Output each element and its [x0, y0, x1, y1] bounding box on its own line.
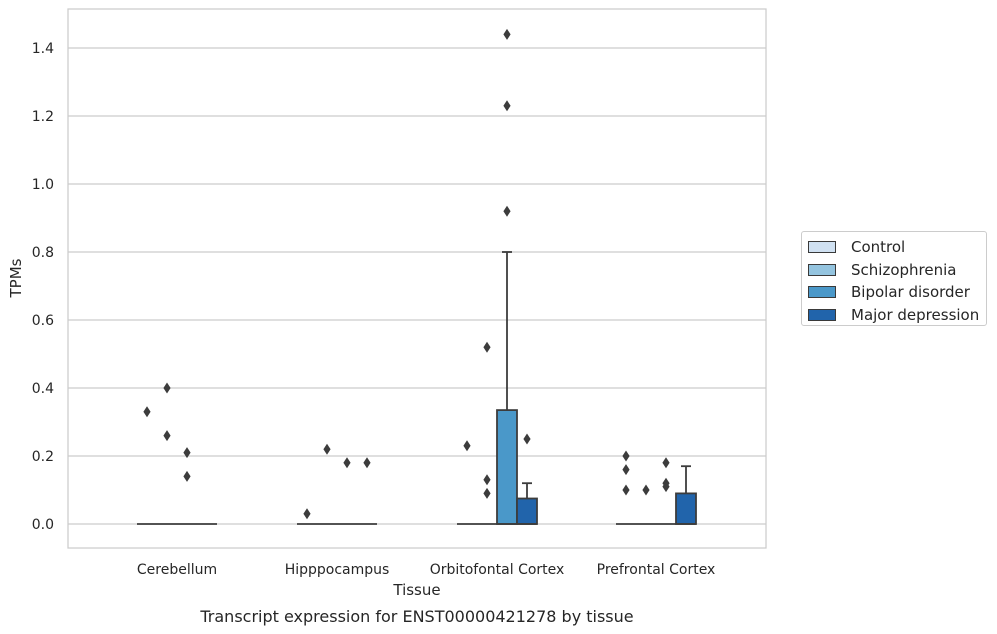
outlier-point: [503, 100, 511, 112]
x-tick-label: Cerebellum: [137, 562, 217, 578]
legend-swatch: [808, 241, 836, 254]
outlier-point: [163, 382, 171, 394]
outlier-point: [183, 470, 191, 482]
outlier-point: [503, 205, 511, 217]
legend: Control Schizophrenia Bipolar disorder Majo…: [801, 231, 987, 326]
x-tick-label: Prefrontal Cortex: [597, 562, 716, 578]
box-schizophrenia: [477, 341, 497, 525]
outlier-point: [622, 450, 630, 462]
box-major-depression: [675, 465, 697, 525]
y-tick-label: 1.2: [32, 109, 54, 125]
legend-swatch: [808, 286, 836, 299]
outlier-point: [662, 481, 670, 493]
box-bipolar-disorder: [337, 457, 357, 525]
x-tick-label: Orbitofontal Cortex: [430, 562, 565, 578]
legend-item: Bipolar disorder: [808, 281, 986, 304]
y-tick-label: 1.4: [32, 41, 54, 57]
outlier-point: [183, 447, 191, 459]
box-control: [137, 406, 157, 525]
outlier-point: [323, 443, 331, 455]
box-control: [297, 508, 317, 525]
box-bipolar-disorder: [177, 447, 197, 525]
y-tick-label: 0.6: [32, 313, 54, 329]
boxes: [137, 28, 697, 525]
outlier-point: [463, 440, 471, 452]
y-tick-label: 0.4: [32, 381, 54, 397]
outlier-point: [303, 508, 311, 520]
outlier-point: [163, 430, 171, 442]
box-bipolar-disorder: [656, 457, 676, 525]
box-control: [616, 450, 636, 525]
x-tick-labels: Cerebellum Hipppocampus Orbitofontal Corte…: [137, 562, 715, 578]
x-axis-label: Tissue: [392, 581, 440, 599]
box-bipolar-disorder: [496, 28, 518, 525]
outlier-point: [343, 457, 351, 469]
box-schizophrenia: [636, 484, 656, 525]
y-tick-label: 1.0: [32, 177, 54, 193]
outlier-point: [622, 484, 630, 496]
outlier-point: [622, 464, 630, 476]
y-tick-label: 0.8: [32, 245, 54, 261]
y-tick-label: 0.0: [32, 517, 54, 533]
outlier-point: [642, 484, 650, 496]
box-major-depression: [357, 457, 377, 525]
gridlines: [68, 47, 766, 525]
legend-swatch: [808, 308, 836, 321]
chart-title: Transcript expression for ENST0000042127…: [199, 607, 633, 626]
outlier-point: [483, 474, 491, 486]
plot-frame: [67, 8, 767, 549]
box-control: [457, 440, 477, 525]
legend-label: Schizophrenia: [851, 260, 957, 279]
box-major-depression: [516, 433, 538, 525]
legend-label: Control: [851, 238, 906, 257]
y-tick-label: 0.2: [32, 449, 54, 465]
legend-item: Schizophrenia: [808, 259, 986, 282]
outlier-point: [143, 406, 151, 418]
legend-swatch: [808, 263, 836, 276]
x-tick-label: Hipppocampus: [285, 562, 390, 578]
box-body: [516, 497, 538, 525]
outlier-point: [662, 457, 670, 469]
legend-label: Major depression: [851, 305, 980, 324]
box-body: [675, 492, 697, 525]
legend-item: Control: [808, 236, 986, 259]
y-tick-labels: 0.0 0.2 0.4 0.6 0.8 1.0 1.2 1.4: [32, 41, 54, 533]
outlier-point: [483, 341, 491, 353]
legend-item: Major depression: [808, 304, 986, 327]
outlier-point: [363, 457, 371, 469]
outlier-point: [503, 28, 511, 40]
box-schizophrenia: [317, 443, 337, 525]
outlier-point: [523, 433, 531, 445]
legend-label: Bipolar disorder: [851, 283, 970, 302]
box-schizophrenia: [157, 382, 177, 525]
outlier-point: [483, 487, 491, 499]
box-body: [496, 409, 518, 525]
y-axis-label: TPMs: [7, 258, 25, 298]
